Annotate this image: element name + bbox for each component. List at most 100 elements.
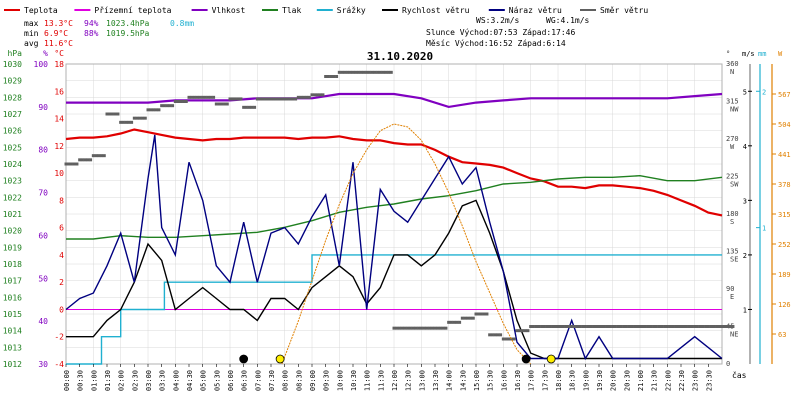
axis-hpa-tick-label: 1024 (3, 160, 22, 169)
axis-pct-tick-label: 40 (38, 317, 48, 326)
series-6-point (337, 70, 341, 74)
axis-celsius-tick-label: 6 (59, 224, 64, 233)
series-6-point (690, 325, 694, 328)
series-6-point (411, 326, 415, 330)
series-6-point (526, 329, 530, 333)
series-6-point (693, 325, 697, 328)
axis-ms-tick-label: 4 (743, 143, 747, 151)
series-6-point (403, 326, 407, 330)
stat-avg-label: avg (24, 39, 39, 48)
series-6-point (143, 116, 147, 120)
series-6-point (351, 70, 355, 74)
series-6-point (469, 316, 473, 320)
series-6-point (616, 325, 620, 328)
series-6-point (225, 102, 229, 106)
series-6-point (195, 95, 199, 99)
series-4-line (66, 199, 722, 360)
series-6-point (387, 70, 391, 74)
series-6-point (698, 325, 702, 328)
series-6-point (679, 325, 683, 328)
series-6-point (460, 316, 464, 320)
series-6-point (474, 312, 478, 316)
series-6-point (561, 325, 565, 328)
axis-celsius-tick-label: 14 (54, 115, 64, 124)
axis-ms-tick-label: 1 (743, 306, 747, 314)
stat-max-temp: 13.3°C (44, 19, 73, 28)
legend-label-2: Vlhkost (212, 6, 246, 15)
series-6-point (499, 333, 503, 337)
x-tick-label: 08:00 (282, 370, 290, 391)
series-6-point (285, 97, 289, 101)
series-6-point (449, 320, 453, 324)
series-6-point (384, 70, 388, 74)
series-6-point (258, 97, 262, 101)
series-6-point (190, 95, 194, 99)
series-6-point (72, 162, 76, 166)
series-6-point (244, 105, 248, 109)
series-6-point (490, 333, 494, 337)
series-6-point (176, 100, 180, 103)
x-tick-label: 14:00 (446, 370, 454, 391)
series-6-point (523, 329, 527, 333)
series-6-point (512, 337, 516, 341)
series-6-point (581, 325, 585, 328)
axis-wm2-unit: W (778, 50, 783, 58)
series-6-point (261, 97, 265, 101)
axis-hpa-tick-label: 1016 (3, 293, 22, 302)
series-0-line (65, 128, 723, 217)
stat-min-label: min (24, 29, 39, 38)
series-6-point (611, 325, 615, 328)
series-6-point (556, 325, 560, 328)
legend-label-1: Přízemní teplota (94, 6, 171, 15)
x-tick-label: 22:30 (678, 370, 686, 391)
series-6-point (141, 116, 145, 120)
series-6-point (695, 325, 699, 328)
series-6-point (264, 97, 268, 101)
axis-hpa-tick-label: 1022 (3, 193, 22, 202)
axis-ms-unit: m/s (742, 50, 755, 58)
series-6-point (646, 325, 650, 328)
series-6-point (305, 95, 309, 99)
axis-celsius-tick-label: 0 (59, 305, 64, 314)
x-tick-label: 11:00 (364, 370, 372, 391)
x-tick-label: 09:00 (309, 370, 317, 391)
series-6-point (586, 325, 590, 328)
series-6-point (583, 325, 587, 328)
x-tick-label: 17:30 (541, 370, 549, 391)
series-6-point (728, 325, 732, 328)
series-6-point (567, 325, 571, 328)
axis-hpa-tick-label: 1029 (3, 77, 22, 86)
series-6-point (253, 105, 257, 109)
series-6-point (389, 70, 393, 74)
series-6-point (343, 70, 347, 74)
series-6-point (630, 325, 634, 328)
chart-title: 31.10.2020 (367, 50, 433, 63)
series-6-point (269, 97, 273, 101)
series-6-point (184, 100, 188, 103)
series-6-point (712, 325, 716, 328)
axis-dir-tick-label: 270 (726, 135, 739, 143)
series-6-point (482, 312, 486, 316)
series-6-point (613, 325, 617, 328)
series-6-point (545, 325, 549, 328)
axis-wm2-tick-label: 378 (778, 181, 791, 189)
series-6-point (663, 325, 667, 328)
series-6-point (119, 120, 123, 124)
x-tick-label: 20:00 (610, 370, 618, 391)
series-6-point (206, 95, 210, 99)
x-tick-label: 01:30 (104, 370, 112, 391)
series-6-point (624, 325, 628, 328)
series-6-point (471, 316, 475, 320)
sun-rise-marker (275, 354, 285, 364)
x-tick-label: 07:00 (254, 370, 262, 391)
series-6-point (356, 70, 360, 74)
series-6-point (395, 326, 399, 330)
axis-hpa-tick-label: 1017 (3, 277, 22, 286)
series-6-point (723, 325, 727, 328)
series-6-point (510, 337, 514, 341)
series-6-point (294, 97, 298, 101)
series-6-point (674, 325, 678, 328)
series-6-point (97, 154, 101, 158)
series-6-point (602, 325, 606, 328)
x-tick-label: 21:00 (637, 370, 645, 391)
